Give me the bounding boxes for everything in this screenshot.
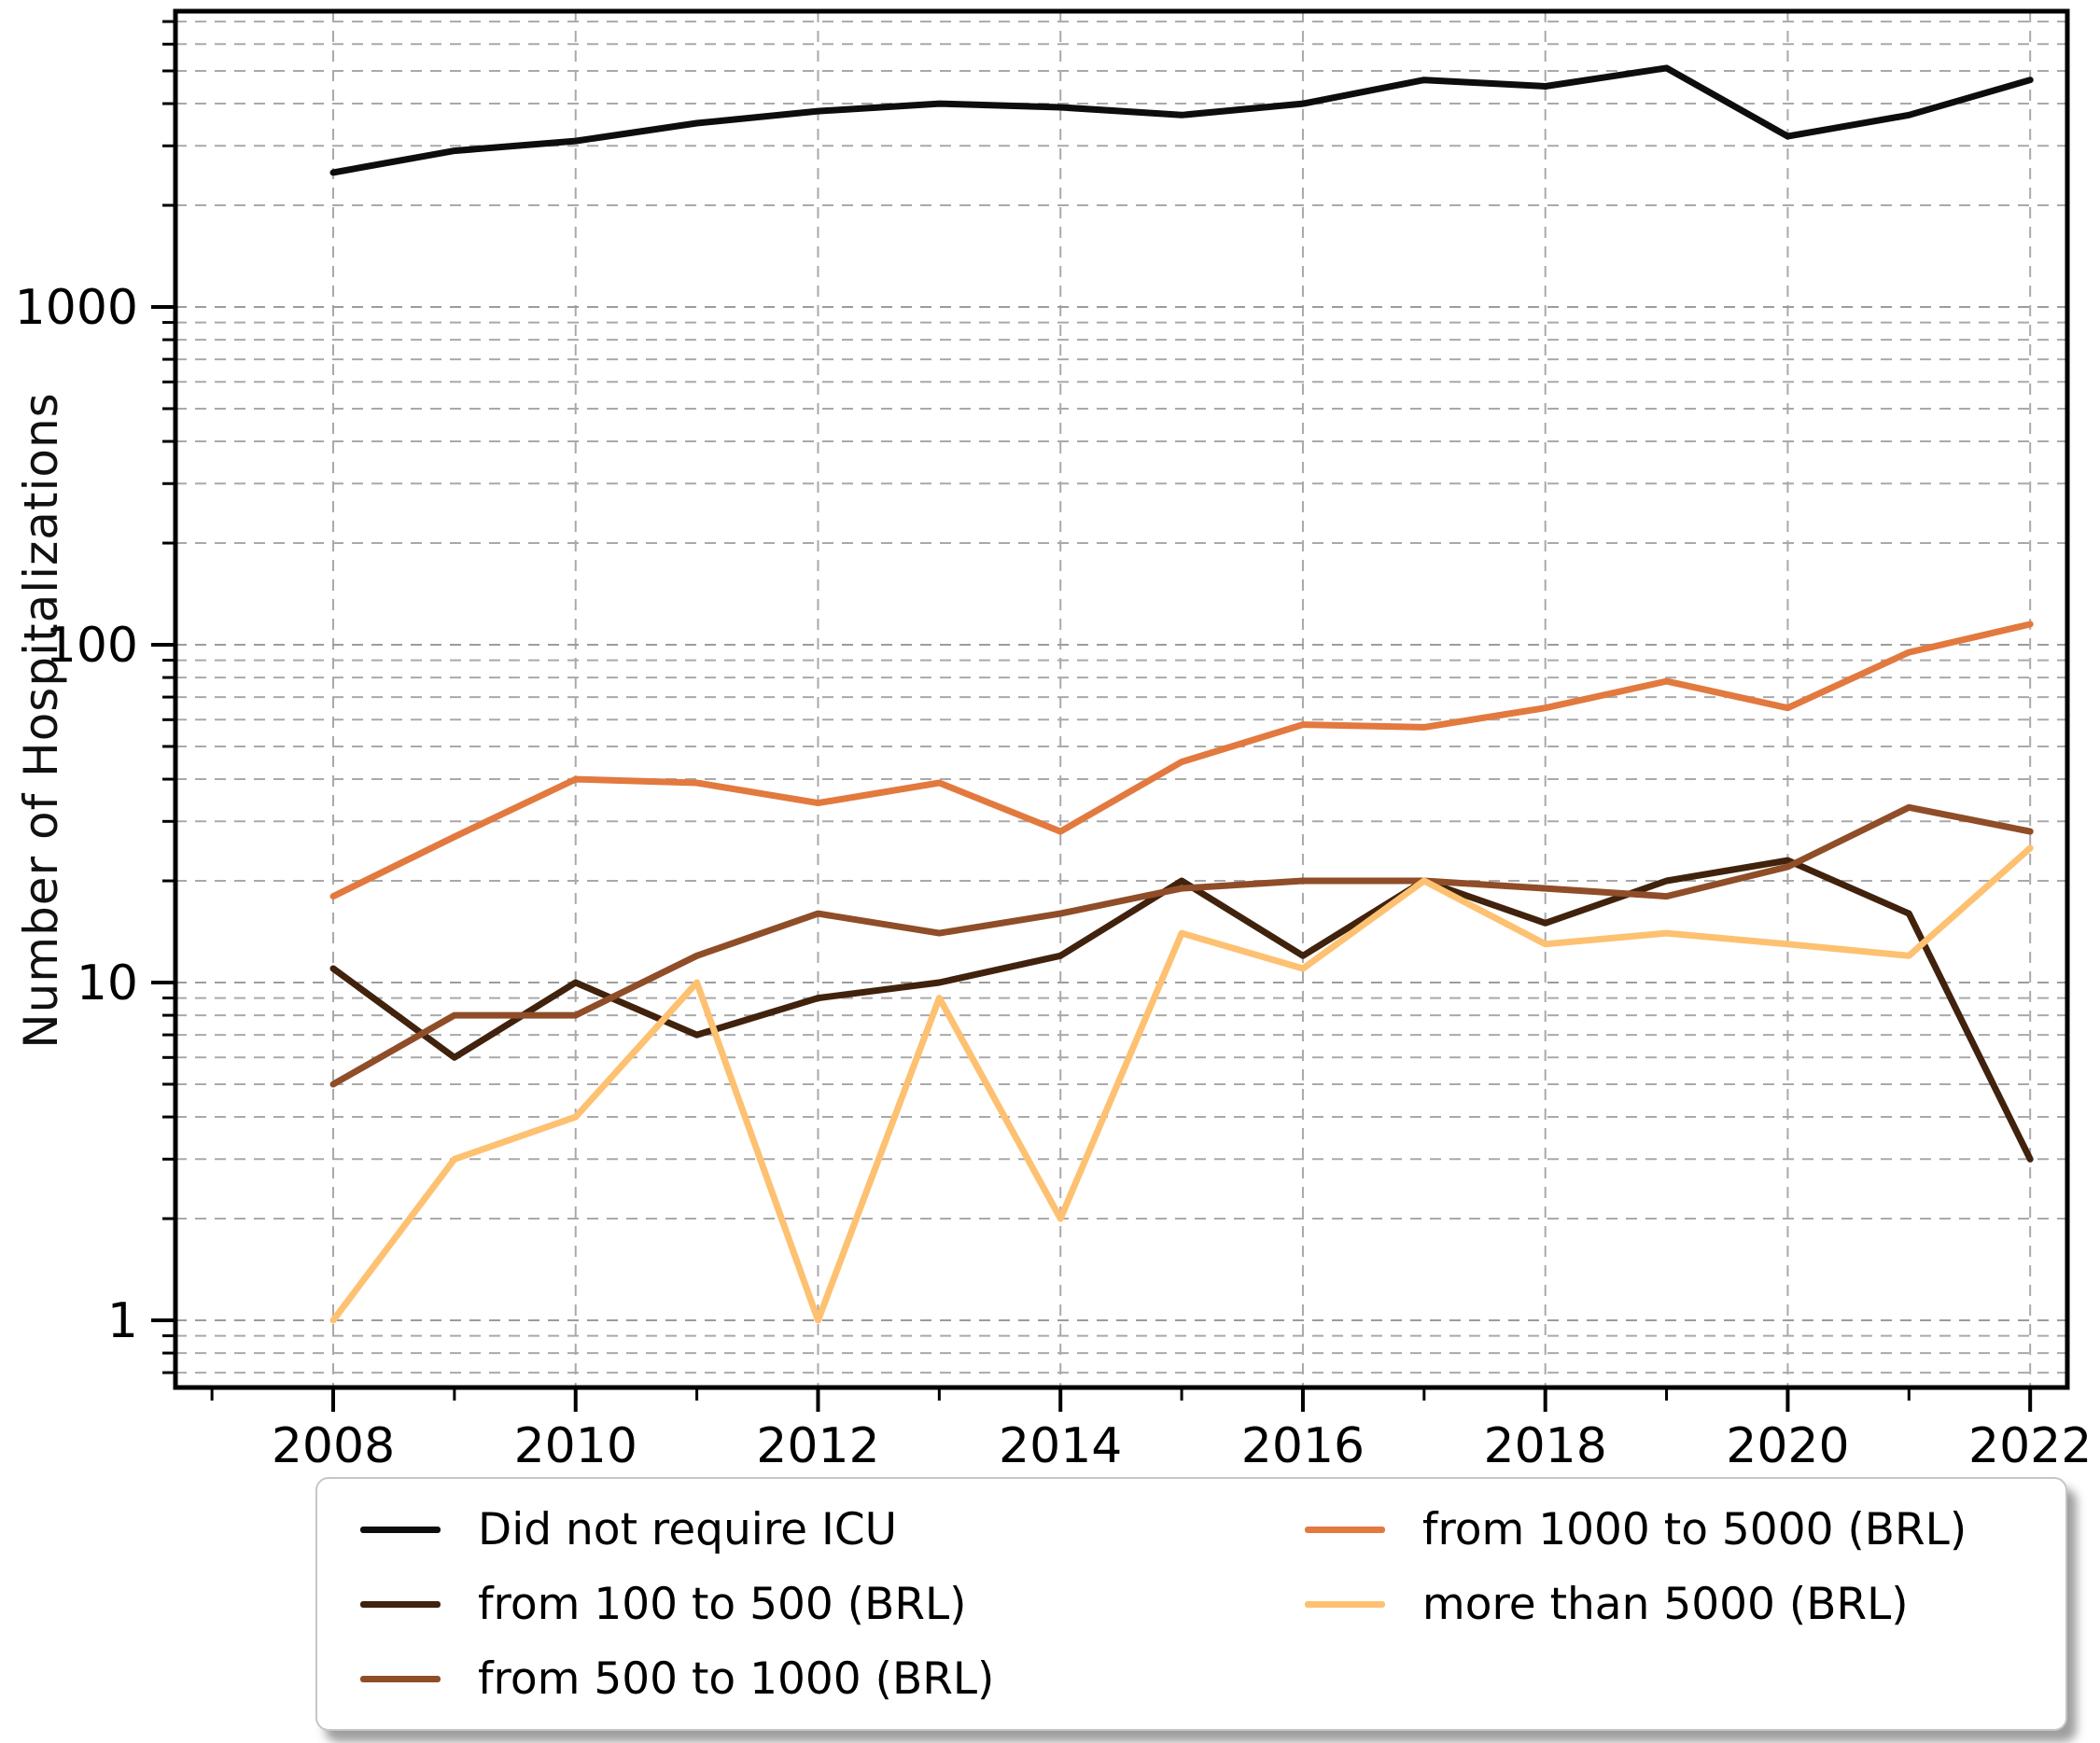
legend-line-swatch-dark-brown [360,1600,441,1608]
y-axis-label: Number of Hospitalizations [14,392,68,1049]
legend-line-swatch-light-orange [1304,1600,1385,1608]
legend-item-did-not-require-icu: Did not require ICU [360,1492,1305,1567]
legend-item-from-1000-to-5000: from 1000 to 5000 (BRL) [1304,1492,2047,1567]
series-line-from-100-to-500-brl- [329,857,2034,1163]
series-line-more-than-5000-brl- [329,844,2034,1324]
plot-border [173,8,2070,1390]
legend-item-from-500-to-1000: from 500 to 1000 (BRL) [360,1641,1305,1716]
series-line-did-not-require-icu [329,64,2034,176]
legend-label: from 500 to 1000 (BRL) [478,1652,995,1705]
x-tick-label-2016: 2016 [1241,1418,1365,1474]
legend-line-swatch-brown [360,1675,441,1682]
legend-label: from 1000 to 5000 (BRL) [1421,1503,1967,1555]
x-tick-label-2014: 2014 [999,1418,1122,1474]
legend-item-from-100-to-500: from 100 to 500 (BRL) [360,1567,1305,1641]
legend-label: from 100 to 500 (BRL) [478,1578,967,1630]
y-tick-label-1000: 1000 [15,280,138,336]
chart-legend: Did not require ICU from 100 to 500 (BRL… [315,1477,2067,1731]
legend-label: Did not require ICU [478,1503,898,1555]
x-tick-label-2018: 2018 [1484,1418,1607,1474]
x-tick-label-2022: 2022 [1968,1418,2092,1474]
y-tick-label-100: 100 [46,618,138,674]
x-tick-label-2010: 2010 [514,1418,637,1474]
legend-item-more-than-5000: more than 5000 (BRL) [1304,1567,2047,1641]
y-tick-label-1: 1 [107,1293,138,1349]
series-line-from-1000-to-5000-brl- [329,621,2034,900]
y-tick-label-10: 10 [77,955,138,1011]
legend-line-swatch-orange [1304,1526,1385,1533]
x-tick-label-2008: 2008 [272,1418,395,1474]
x-tick-label-2020: 2020 [1726,1418,1849,1474]
legend-label: more than 5000 (BRL) [1421,1578,1909,1630]
x-tick-label-2012: 2012 [756,1418,879,1474]
series-line-from-500-to-1000-brl- [329,803,2034,1088]
legend-line-swatch-black [360,1526,441,1533]
